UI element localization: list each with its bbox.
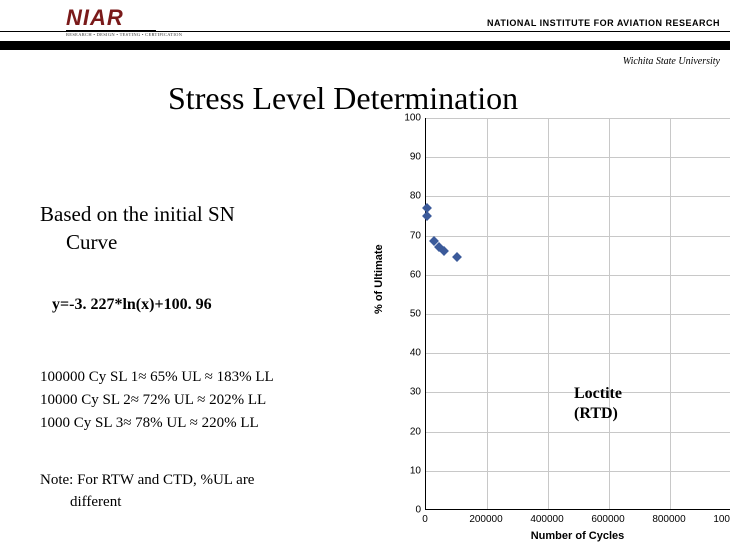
ytick-label: 80 xyxy=(385,191,421,202)
page-title: Stress Level Determination xyxy=(168,80,518,117)
gridline-h xyxy=(426,353,730,354)
x-axis-label: Number of Cycles xyxy=(385,530,730,542)
ytick-label: 10 xyxy=(385,465,421,476)
niar-logo: NIAR RESEARCH • DESIGN • TESTING • CERTI… xyxy=(66,8,182,37)
gridline-h xyxy=(426,314,730,315)
xtick-label: 600000 xyxy=(591,514,624,525)
gridline-h xyxy=(426,275,730,276)
xtick-label: 800000 xyxy=(652,514,685,525)
legend-line2: (RTD) xyxy=(574,404,622,424)
xtick-label: 100000 xyxy=(713,514,730,525)
based-on-text: Based on the initial SN Curve xyxy=(40,200,370,256)
ytick-label: 40 xyxy=(385,348,421,359)
gridline-h xyxy=(426,432,730,433)
gridline-v xyxy=(548,118,549,509)
sl-line-2: 10000 Cy SL 2≈ 72% UL ≈ 202% LL xyxy=(40,389,370,412)
institute-name: NATIONAL INSTITUTE FOR AVIATION RESEARCH xyxy=(487,18,720,28)
curve-equation: y=-3. 227*ln(x)+100. 96 xyxy=(52,296,370,314)
y-axis-label: % of Ultimate xyxy=(373,244,385,314)
header-right: NATIONAL INSTITUTE FOR AVIATION RESEARCH… xyxy=(487,18,720,67)
legend-line1: Loctite xyxy=(574,384,622,404)
gridline-h xyxy=(426,471,730,472)
gridline-h xyxy=(426,196,730,197)
ytick-label: 50 xyxy=(385,309,421,320)
gridline-h xyxy=(426,157,730,158)
ytick-label: 60 xyxy=(385,269,421,280)
logo-text: NIAR xyxy=(66,8,182,28)
gridline-h xyxy=(426,236,730,237)
note-line1: Note: For RTW and CTD, %UL are xyxy=(40,472,254,488)
logo-subtext: RESEARCH • DESIGN • TESTING • CERTIFICAT… xyxy=(66,32,182,37)
ytick-label: 90 xyxy=(385,152,421,163)
xtick-label: 0 xyxy=(422,514,428,525)
gridline-v xyxy=(609,118,610,509)
ytick-label: 30 xyxy=(385,387,421,398)
based-line2: Curve xyxy=(40,228,370,256)
left-column: Based on the initial SN Curve y=-3. 227*… xyxy=(40,200,370,513)
gridline-v xyxy=(487,118,488,509)
note-text: Note: For RTW and CTD, %UL are different xyxy=(40,469,370,513)
ytick-label: 100 xyxy=(385,113,421,124)
note-line2: different xyxy=(40,491,370,513)
sl-line-3: 1000 Cy SL 3≈ 78% UL ≈ 220% LL xyxy=(40,412,370,435)
stress-level-lines: 100000 Cy SL 1≈ 65% UL ≈ 183% LL 10000 C… xyxy=(40,366,370,435)
sl-line-1: 100000 Cy SL 1≈ 65% UL ≈ 183% LL xyxy=(40,366,370,389)
gridline-v xyxy=(670,118,671,509)
gridline-h xyxy=(426,118,730,119)
plot-area xyxy=(425,118,730,510)
data-marker xyxy=(452,252,462,262)
ytick-label: 70 xyxy=(385,230,421,241)
header: NIAR RESEARCH • DESIGN • TESTING • CERTI… xyxy=(0,0,730,65)
based-line1: Based on the initial SN xyxy=(40,202,235,226)
xtick-label: 400000 xyxy=(530,514,563,525)
ytick-label: 0 xyxy=(385,505,421,516)
series-legend: Loctite (RTD) xyxy=(574,384,622,424)
data-marker xyxy=(422,211,432,221)
ytick-label: 20 xyxy=(385,426,421,437)
university-name: Wichita State University xyxy=(487,56,720,67)
xtick-label: 200000 xyxy=(469,514,502,525)
sn-curve-chart: % of Ultimate Number of Cycles 010203040… xyxy=(385,118,730,540)
